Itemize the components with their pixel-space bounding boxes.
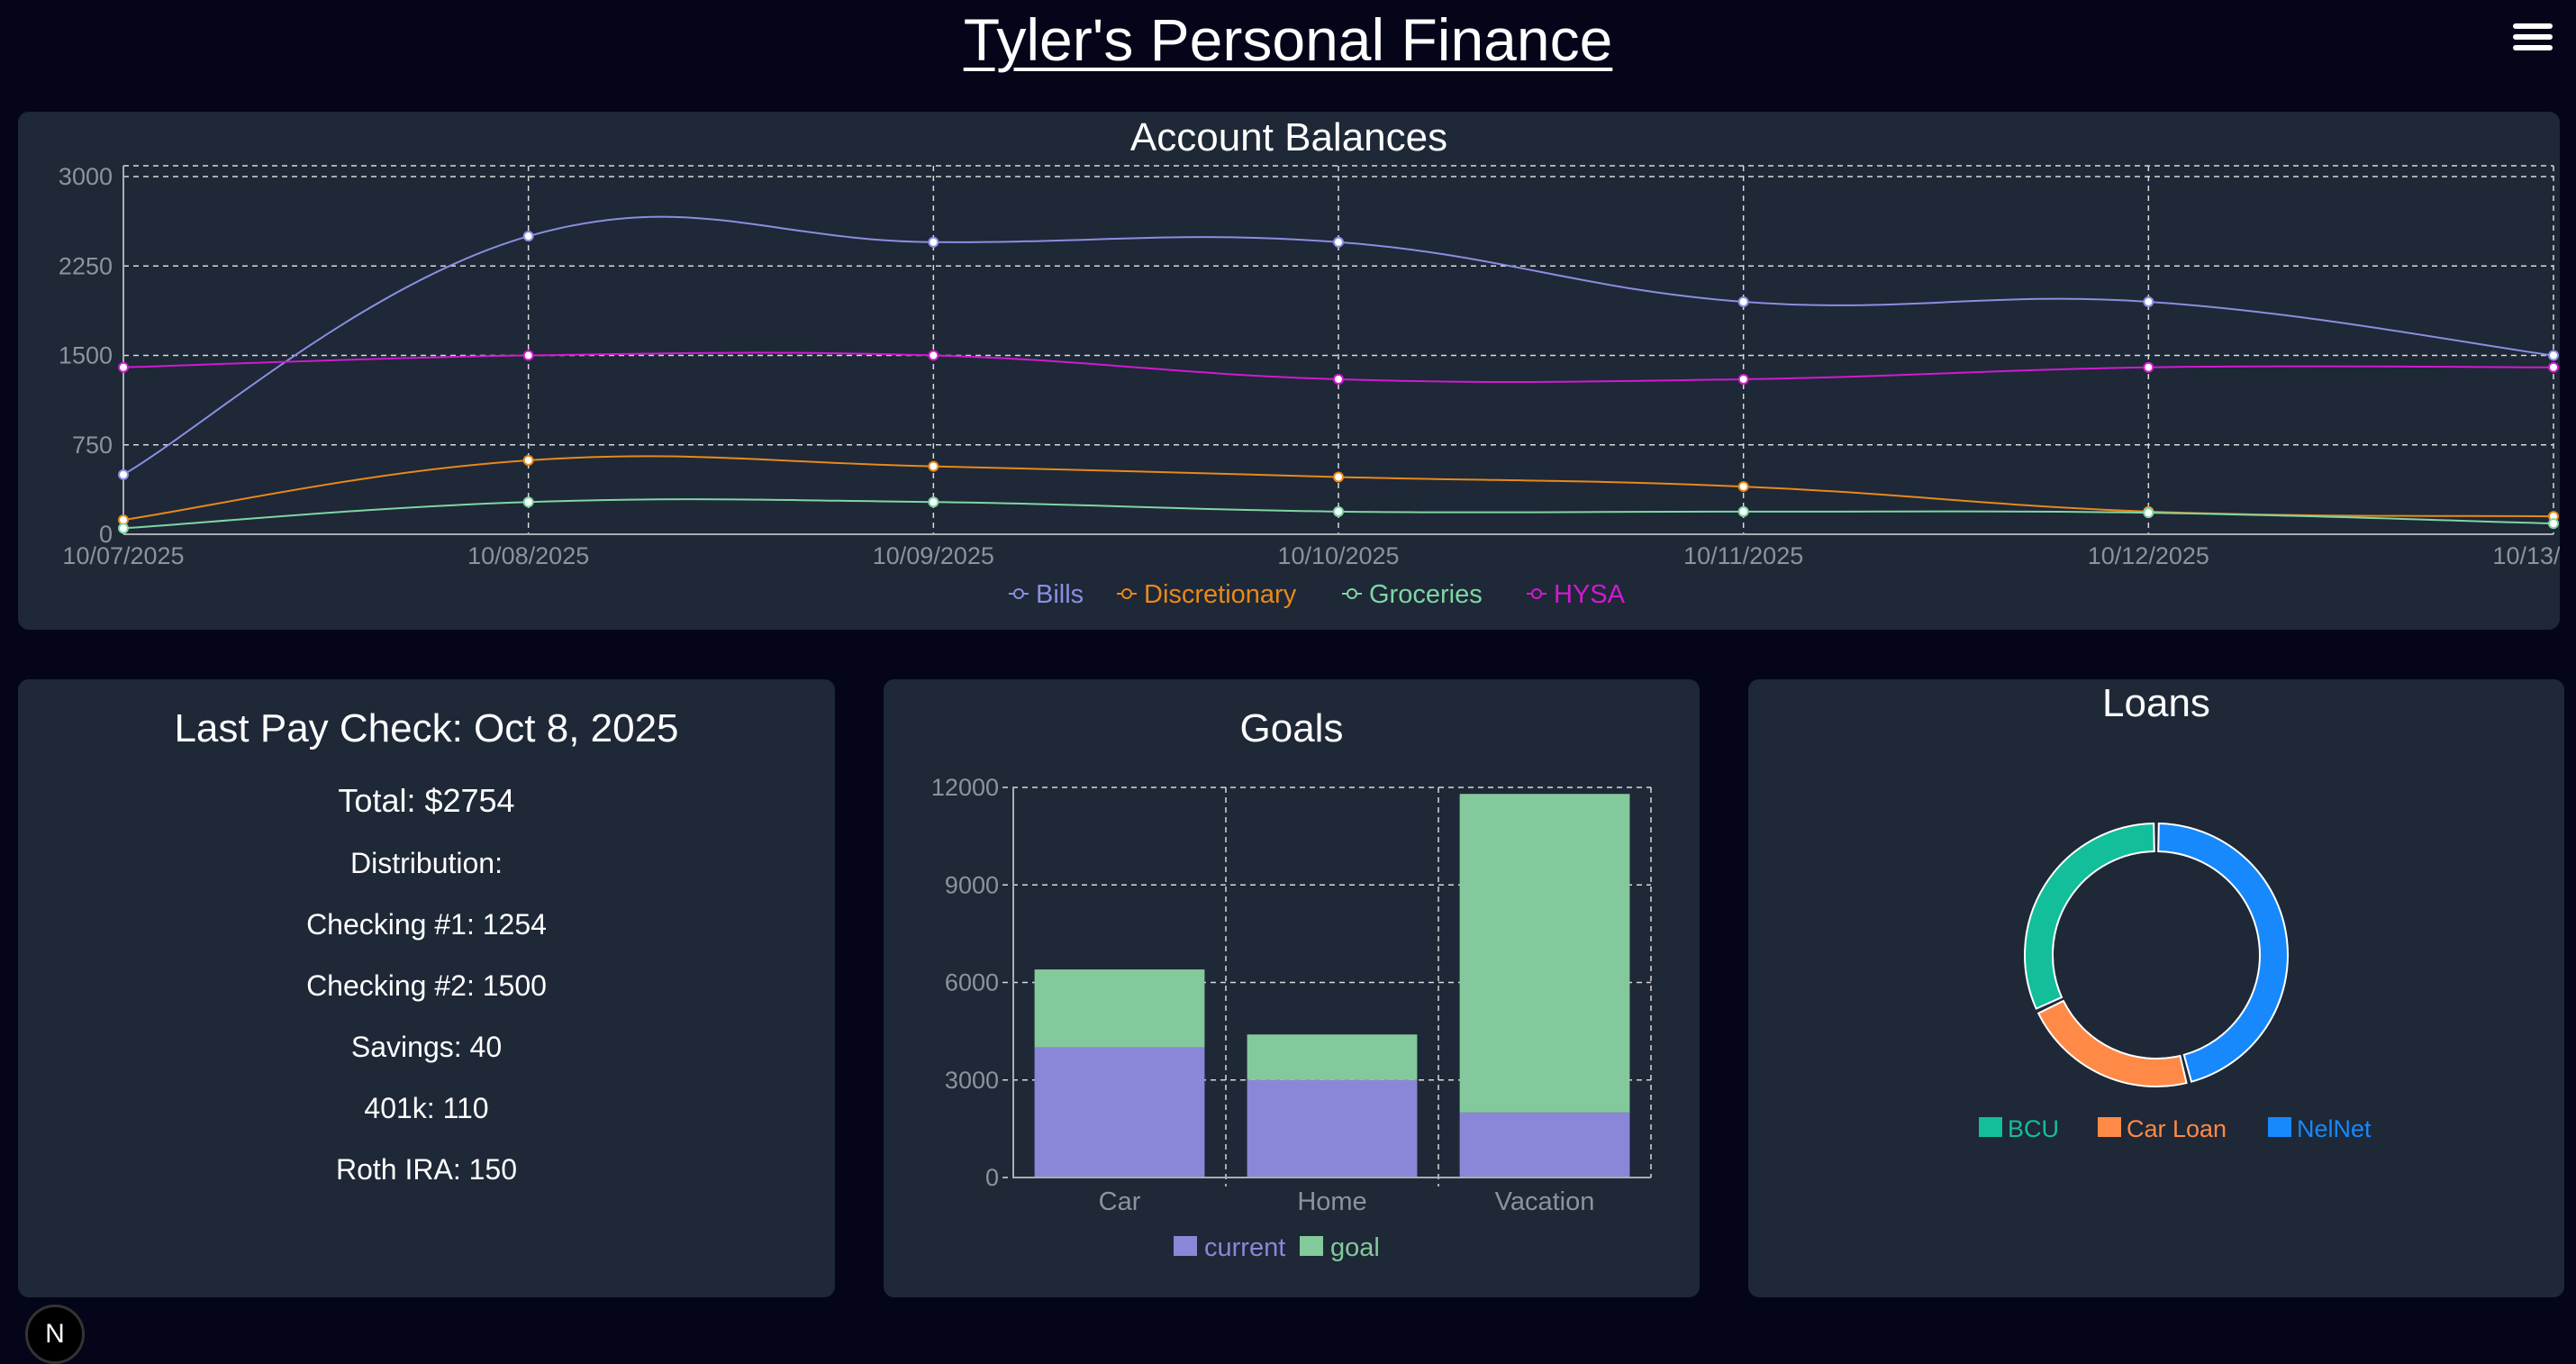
data-point: [2143, 507, 2154, 519]
x-tick-label: 10/12/2025: [2088, 542, 2209, 569]
data-point: [522, 454, 534, 466]
data-point: [1737, 296, 1749, 307]
paycheck-total: Total: $2754: [338, 782, 515, 819]
legend-marker-dot: [1013, 588, 1024, 599]
data-point: [2548, 361, 2559, 373]
data-point: [1333, 373, 1344, 385]
x-tick-label: Vacation: [1495, 1187, 1595, 1216]
bar-current-vacation: [1459, 1112, 1630, 1178]
x-tick-label: Car: [1099, 1187, 1141, 1216]
legend-swatch: [2098, 1117, 2121, 1137]
data-point: [118, 361, 129, 373]
paycheck-card: Last Pay Check: Oct 8, 2025 Total: $2754…: [18, 679, 835, 1297]
y-tick-label: 0: [99, 521, 113, 548]
paycheck-distribution-label: Distribution:: [350, 847, 503, 879]
legend-label: goal: [1330, 1233, 1380, 1262]
account-balances-chart: 0 750 1500 2250 3000 10/07/2025 10/08/2025 10/0…: [59, 163, 2560, 609]
app-title: Tyler's Personal Finance: [963, 6, 1613, 73]
data-point: [118, 468, 129, 480]
y-tick-label: 3000: [945, 1067, 999, 1094]
data-point: [928, 350, 939, 361]
data-point: [928, 236, 939, 248]
data-point: [2143, 361, 2154, 373]
bar-goal-vacation: [1459, 794, 1630, 1113]
data-point: [1737, 481, 1749, 493]
legend-label: HYSA: [1554, 580, 1626, 609]
nextjs-dev-badge[interactable]: N: [25, 1305, 85, 1364]
x-tick-label: 10/08/2025: [467, 542, 589, 569]
legend-marker-dot: [1121, 588, 1132, 599]
legend-label: current: [1204, 1233, 1285, 1262]
account-balances-title: Account Balances: [1129, 115, 1448, 159]
data-point: [928, 460, 939, 472]
x-tick-label: 10/11/2025: [1683, 542, 1803, 569]
y-tick-label: 12000: [931, 774, 999, 801]
bar-current-home: [1247, 1079, 1418, 1178]
y-tick-label: 750: [72, 432, 113, 459]
legend-swatch: [1979, 1117, 2002, 1137]
data-point: [522, 350, 534, 361]
y-tick-label: 6000: [945, 969, 999, 996]
goals-chart: 0 3000 6000 9000 12000 Car Home Vacation current…: [931, 774, 1652, 1262]
goals-title: Goals: [1239, 706, 1344, 750]
legend-marker-dot: [1347, 588, 1357, 599]
legend-swatch: [1300, 1236, 1323, 1256]
account-balances-card: Account Balances 0 750 1500 2250 3000 10/07/2…: [18, 112, 2560, 630]
paycheck-line: Checking #2: 1500: [306, 969, 547, 1002]
data-point: [522, 231, 534, 242]
data-point: [2143, 296, 2154, 307]
data-point: [118, 523, 129, 534]
y-tick-label: 0: [985, 1164, 999, 1191]
data-point: [1737, 373, 1749, 385]
y-tick-label: 1500: [59, 342, 113, 369]
legend-label: NelNet: [2297, 1115, 2372, 1142]
x-tick-label: 10/10/2025: [1277, 542, 1399, 569]
x-tick-label: 10/07/2025: [62, 542, 184, 569]
data-point: [522, 496, 534, 508]
legend-swatch: [2268, 1117, 2291, 1137]
legend-label: Discretionary: [1144, 580, 1297, 609]
data-point: [928, 496, 939, 508]
legend-label: BCU: [2008, 1115, 2059, 1142]
doughnut-slice-car-loan: [2036, 999, 2188, 1087]
x-tick-label: 10/13/2025: [2492, 542, 2560, 569]
hamburger-menu-icon[interactable]: [2513, 23, 2553, 56]
loans-chart: BCU Car Loan NelNet: [1979, 823, 2372, 1142]
data-point: [2548, 350, 2559, 361]
paycheck-title: Last Pay Check: Oct 8, 2025: [174, 706, 679, 750]
legend-label: Car Loan: [2127, 1115, 2227, 1142]
legend-label: Bills: [1036, 580, 1084, 609]
y-tick-label: 2250: [59, 252, 113, 279]
data-point: [1737, 505, 1749, 517]
legend-swatch: [1174, 1236, 1197, 1256]
loans-card: Loans BCU Car Loan NelNet: [1748, 679, 2564, 1297]
data-point: [1333, 505, 1344, 517]
doughnut-slice-bcu: [2024, 823, 2155, 1010]
paycheck-line: Checking #1: 1254: [306, 908, 547, 941]
data-point: [1333, 471, 1344, 483]
paycheck-line: 401k: 110: [364, 1092, 489, 1124]
legend-marker-dot: [1531, 588, 1542, 599]
x-tick-label: Home: [1297, 1187, 1366, 1216]
goals-card: Goals 0 3000 6000 9000 12000 Car Home Vacation c…: [884, 679, 1700, 1297]
data-point: [1333, 236, 1344, 248]
loans-title: Loans: [2102, 681, 2210, 725]
y-tick-label: 9000: [945, 871, 999, 898]
legend-label: Groceries: [1369, 580, 1483, 609]
bar-goal-car: [1034, 969, 1205, 1048]
paycheck-line: Roth IRA: 150: [336, 1153, 517, 1186]
x-tick-label: 10/09/2025: [873, 542, 994, 569]
y-tick-label: 3000: [59, 163, 113, 190]
bar-goal-home: [1247, 1034, 1418, 1080]
data-point: [2548, 518, 2559, 530]
doughnut-slice-nelnet: [2157, 823, 2289, 1083]
bar-current-car: [1034, 1047, 1205, 1178]
paycheck-line: Savings: 40: [350, 1031, 503, 1063]
